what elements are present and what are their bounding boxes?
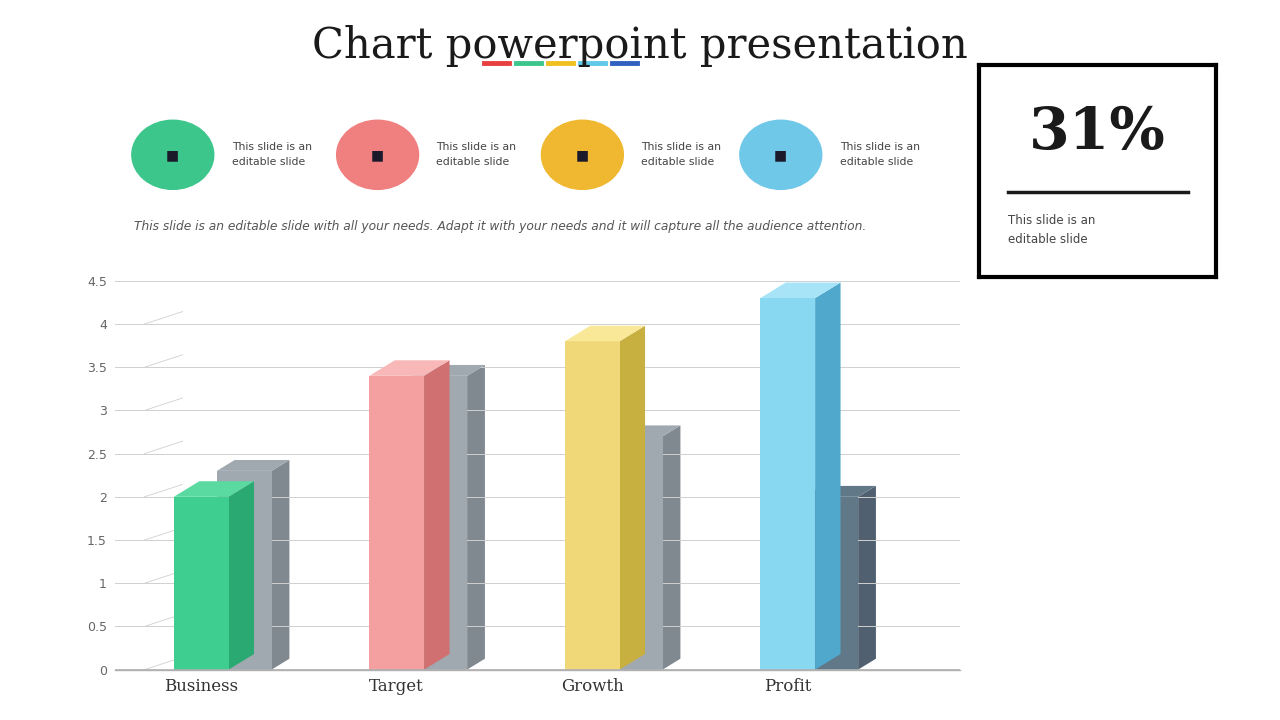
Polygon shape bbox=[804, 486, 876, 497]
Bar bbox=[804, 497, 858, 670]
Text: This slide is an
editable slide: This slide is an editable slide bbox=[840, 143, 920, 167]
Bar bbox=[564, 341, 620, 670]
Text: This slide is an
editable slide: This slide is an editable slide bbox=[436, 143, 517, 167]
Polygon shape bbox=[815, 282, 841, 670]
Polygon shape bbox=[564, 325, 645, 341]
Bar bbox=[608, 436, 663, 670]
Text: This slide is an
editable slide: This slide is an editable slide bbox=[232, 143, 312, 167]
Text: ■: ■ bbox=[166, 148, 179, 162]
Bar bbox=[370, 376, 424, 670]
Bar bbox=[412, 376, 467, 670]
Text: This slide is an editable slide with all your needs. Adapt it with your needs an: This slide is an editable slide with all… bbox=[134, 220, 867, 233]
Bar bbox=[216, 471, 271, 670]
Bar bbox=[760, 298, 815, 670]
Text: This slide is an
editable slide: This slide is an editable slide bbox=[641, 143, 722, 167]
Polygon shape bbox=[216, 460, 289, 471]
Text: ■: ■ bbox=[371, 148, 384, 162]
Polygon shape bbox=[467, 365, 485, 670]
Polygon shape bbox=[271, 460, 289, 670]
Text: Chart powerpoint presentation: Chart powerpoint presentation bbox=[312, 25, 968, 67]
Text: This slide is an
editable slide: This slide is an editable slide bbox=[1007, 215, 1094, 246]
Polygon shape bbox=[370, 360, 449, 376]
Text: ■: ■ bbox=[774, 148, 787, 162]
Polygon shape bbox=[760, 282, 841, 298]
Polygon shape bbox=[229, 481, 253, 670]
Polygon shape bbox=[424, 360, 449, 670]
Polygon shape bbox=[858, 486, 876, 670]
Polygon shape bbox=[608, 426, 681, 436]
Text: ■: ■ bbox=[576, 148, 589, 162]
Polygon shape bbox=[174, 481, 253, 497]
Polygon shape bbox=[663, 426, 681, 670]
Bar bbox=[174, 497, 229, 670]
Text: 31%: 31% bbox=[1029, 105, 1166, 161]
Polygon shape bbox=[412, 365, 485, 376]
Polygon shape bbox=[620, 325, 645, 670]
